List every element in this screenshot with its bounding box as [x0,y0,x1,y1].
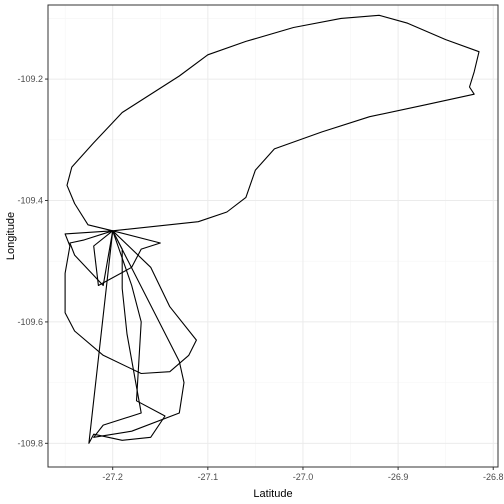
route-line-3 [69,230,185,438]
x-tick-label: -26.9 [388,472,409,482]
route-line-1 [66,14,480,232]
panel-border [47,4,499,468]
x-axis-title: Latitude [253,488,292,500]
x-tick-label: -27.1 [198,472,219,482]
y-tick-label: -109.2 [17,74,43,84]
y-axis-title: Longitude [5,212,17,260]
x-tick-label: -27.2 [102,472,123,482]
plot-panel [48,5,498,467]
series-layer [64,14,480,444]
y-tick-label: -109.4 [17,195,43,205]
y-tick-label: -109.8 [17,438,43,448]
x-tick-label: -27.0 [293,472,314,482]
route-line-4 [88,230,166,444]
x-axis-ticks: -27.2 -27.1 -27.0 -26.9 -26.8 [102,467,504,482]
y-tick-label: -109.6 [17,317,43,327]
x-tick-label: -26.8 [483,472,504,482]
route-line-2 [64,230,197,375]
y-axis-ticks: -109.2 -109.4 -109.6 -109.8 [17,74,48,448]
